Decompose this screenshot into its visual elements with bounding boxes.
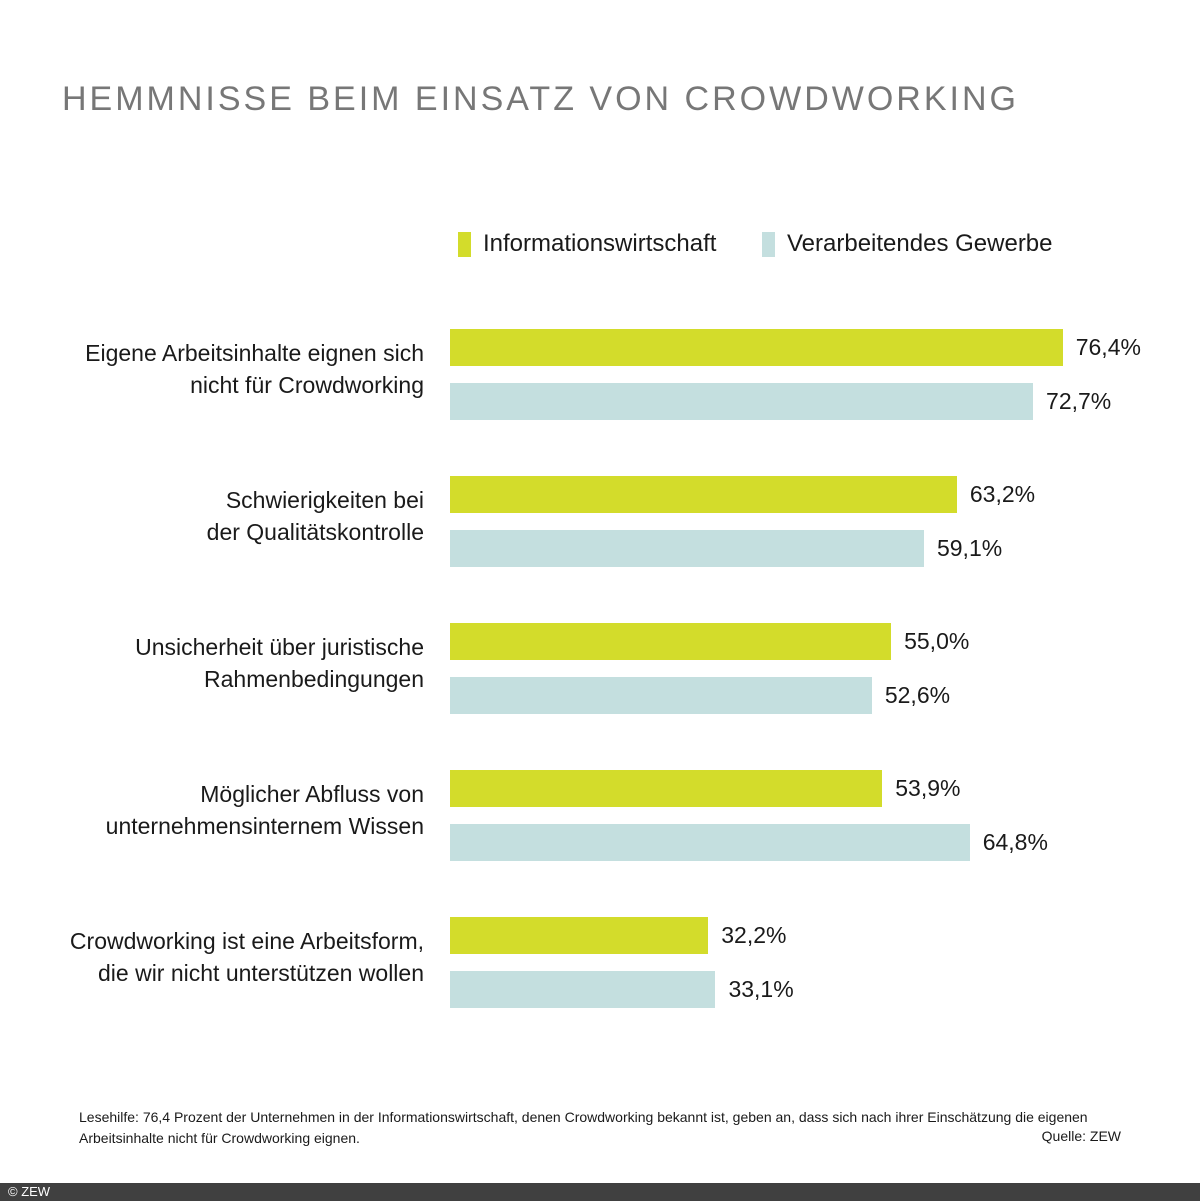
bar [450, 530, 924, 567]
bar [450, 329, 1063, 366]
data-label: 53,9% [895, 775, 961, 801]
data-label: 55,0% [904, 628, 970, 654]
bar [450, 971, 716, 1008]
category-label-line: der Qualitätskontrolle [206, 519, 424, 545]
category-label-line: unternehmensinternem Wissen [105, 813, 424, 839]
data-label: 76,4% [1075, 334, 1141, 360]
data-label: 52,6% [884, 682, 951, 708]
bar [450, 623, 892, 660]
data-label: 59,1% [936, 535, 1003, 561]
category-label: Möglicher Abfluss von unternehmensinterne… [4, 778, 424, 842]
legend-swatch [762, 231, 775, 257]
category-label: Unsicherheit über juristische Rahmenbedin… [4, 631, 424, 695]
data-label: 32,2% [721, 922, 787, 948]
category-label-line: Unsicherheit über juristische [135, 634, 424, 660]
category-label-line: die wir nicht unterstützen wollen [98, 960, 424, 986]
bar [450, 770, 883, 807]
bar [450, 824, 970, 861]
category-label-line: Eigene Arbeitsinhalte eignen sich [85, 340, 424, 366]
data-label: 64,8% [982, 829, 1048, 855]
legend-item-informationswirtschaft: Informationswirtschaft [458, 230, 716, 258]
legend-label: Informationswirtschaft [483, 230, 717, 257]
category-label-line: nicht für Crowdworking [190, 372, 424, 398]
category-label-line: Möglicher Abfluss von [200, 781, 424, 807]
category-label-line: Schwierigkeiten bei [225, 487, 424, 513]
category-label: Schwierigkeiten bei der Qualitätskontroll… [4, 484, 424, 548]
legend-item-verarbeitendes-gewerbe: Verarbeitendes Gewerbe [762, 230, 1053, 258]
bar [450, 677, 872, 714]
data-label: 72,7% [1046, 388, 1112, 414]
data-label: 33,1% [728, 976, 794, 1002]
source: Quelle: ZEW [1041, 1128, 1121, 1144]
copyright-bar: © ZEW [0, 1183, 1200, 1201]
data-label: 63,2% [969, 481, 1036, 507]
chart-title: HEMMNISSE BEIM EINSATZ VON CROWDWORKING [62, 80, 1019, 118]
legend-label: Verarbeitendes Gewerbe [787, 230, 1053, 257]
bar [450, 383, 1034, 420]
category-label-line: Rahmenbedingungen [204, 666, 424, 692]
bar [450, 917, 709, 954]
reading-note: Lesehilfe: 76,4 Prozent der Unternehmen … [79, 1109, 1088, 1146]
bar [450, 476, 957, 513]
category-label: Eigene Arbeitsinhalte eignen sich nicht f… [4, 337, 424, 401]
category-label: Crowdworking ist eine Arbeitsform, die wi… [4, 925, 424, 989]
category-label-line: Crowdworking ist eine Arbeitsform, [69, 928, 424, 954]
legend-swatch [458, 231, 471, 257]
